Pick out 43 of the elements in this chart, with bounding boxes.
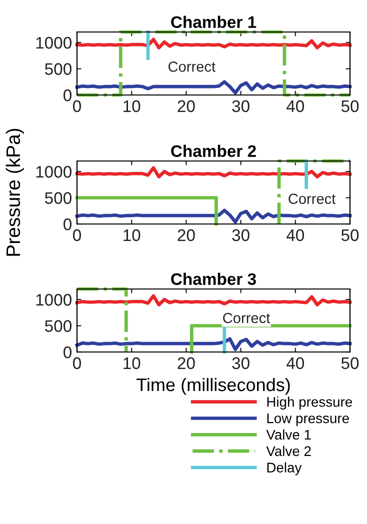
x-axis-title: Time (milliseconds) — [136, 378, 290, 395]
legend-label: Valve 1 — [266, 429, 311, 440]
x-tick-label: 10 — [124, 100, 140, 112]
y-tick-label: 1000 — [36, 166, 72, 178]
y-tick-label: 1000 — [36, 36, 72, 49]
legend-label: Low pressure — [267, 414, 349, 426]
annotation: Correct — [288, 194, 336, 204]
chart-title: Chamber 3 — [171, 272, 256, 286]
x-tick-label: 30 — [232, 100, 250, 112]
x-tick-label: 30 — [232, 229, 250, 242]
x-tick-label: 50 — [341, 357, 359, 370]
y-axis-title: Pressure (kPa) — [6, 128, 24, 256]
x-tick-label: 50 — [341, 100, 359, 112]
x-tick-label: 40 — [286, 100, 304, 112]
y-tick-label: 0 — [64, 89, 72, 102]
x-tick-label: 40 — [286, 357, 304, 370]
x-tick-label: 30 — [232, 357, 250, 370]
line-series — [75, 38, 352, 50]
x-tick-label: 50 — [341, 229, 359, 242]
chart-title: Chamber 2 — [171, 144, 256, 157]
x-tick-label: 0 — [73, 357, 81, 370]
x-tick-label: 10 — [124, 357, 140, 370]
annotation: Correct — [168, 62, 216, 72]
legend-label: Valve 2 — [266, 446, 311, 456]
y-tick-label: 1000 — [36, 294, 72, 306]
y-tick-label: 500 — [45, 320, 72, 332]
x-tick-label: 0 — [73, 100, 81, 112]
legend-label: High pressure — [267, 396, 352, 410]
y-tick-label: 0 — [64, 218, 72, 230]
x-tick-label: 40 — [286, 229, 304, 242]
annotation: Correct — [223, 312, 270, 324]
line-series — [75, 166, 352, 178]
y-tick-label: 0 — [64, 346, 72, 358]
line-series — [75, 294, 352, 306]
legend-label: Delay — [267, 462, 302, 476]
x-tick-label: 0 — [73, 229, 81, 242]
y-tick-label: 500 — [45, 192, 72, 204]
x-tick-label: 20 — [178, 100, 195, 112]
x-tick-label: 20 — [178, 229, 195, 242]
x-tick-label: 20 — [178, 357, 195, 370]
chart-title: Chamber 1 — [171, 16, 256, 28]
y-tick-label: 500 — [45, 63, 72, 75]
x-tick-label: 10 — [124, 229, 140, 242]
